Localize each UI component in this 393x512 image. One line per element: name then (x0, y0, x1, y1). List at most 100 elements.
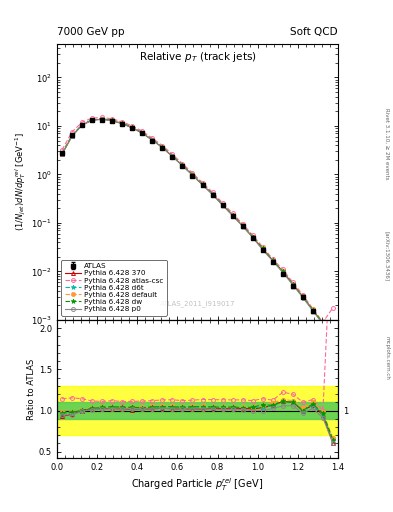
Pythia 6.428 atlas-csc (321, 319, 325, 325)
Pythia 6.428 d6t (160, 144, 165, 150)
Pythia 6.428 d6t (150, 137, 155, 143)
Pythia 6.428 d6t (110, 117, 114, 123)
Pythia 6.428 default (210, 191, 215, 197)
Pythia 6.428 p0 (210, 191, 215, 198)
Pythia 6.428 dw (290, 281, 295, 287)
Text: 7000 GeV pp: 7000 GeV pp (57, 27, 125, 37)
Text: Soft QCD: Soft QCD (290, 27, 338, 37)
Pythia 6.428 p0 (160, 144, 165, 151)
Pythia 6.428 default (130, 124, 135, 131)
Pythia 6.428 370 (210, 191, 215, 197)
Pythia 6.428 default (180, 162, 185, 168)
Line: Pythia 6.428 default: Pythia 6.428 default (60, 117, 335, 346)
Pythia 6.428 d6t (200, 181, 205, 187)
Pythia 6.428 default (120, 120, 125, 126)
Pythia 6.428 dw (140, 130, 145, 136)
Pythia 6.428 default (80, 122, 84, 128)
Y-axis label: Ratio to ATLAS: Ratio to ATLAS (27, 358, 36, 420)
Pythia 6.428 default (110, 117, 114, 123)
Pythia 6.428 atlas-csc (301, 292, 305, 298)
Pythia 6.428 d6t (170, 153, 175, 159)
Pythia 6.428 default (260, 245, 265, 251)
Pythia 6.428 dw (260, 245, 265, 251)
Pythia 6.428 dw (120, 120, 125, 126)
Pythia 6.428 atlas-csc (290, 279, 295, 285)
Pythia 6.428 p0 (331, 343, 335, 349)
Pythia 6.428 dw (220, 202, 225, 208)
Pythia 6.428 dw (301, 294, 305, 300)
Pythia 6.428 370 (160, 144, 165, 151)
Pythia 6.428 dw (200, 181, 205, 187)
Pythia 6.428 p0 (70, 133, 74, 139)
Pythia 6.428 d6t (140, 130, 145, 136)
Pythia 6.428 atlas-csc (190, 170, 195, 176)
Pythia 6.428 d6t (190, 172, 195, 178)
Pythia 6.428 p0 (321, 321, 325, 327)
Pythia 6.428 p0 (260, 247, 265, 253)
Pythia 6.428 dw (110, 117, 114, 123)
Pythia 6.428 p0 (110, 118, 114, 124)
Pythia 6.428 p0 (130, 125, 135, 131)
Pythia 6.428 atlas-csc (80, 119, 84, 125)
Pythia 6.428 370 (60, 151, 64, 157)
Pythia 6.428 370 (301, 294, 305, 300)
Pythia 6.428 d6t (331, 341, 335, 347)
Pythia 6.428 dw (250, 233, 255, 240)
Pythia 6.428 p0 (90, 117, 94, 123)
Pythia 6.428 p0 (60, 151, 64, 157)
Pythia 6.428 dw (180, 162, 185, 168)
Pythia 6.428 default (140, 130, 145, 136)
Pythia 6.428 dw (210, 191, 215, 197)
Pythia 6.428 dw (70, 133, 74, 139)
Pythia 6.428 atlas-csc (100, 114, 105, 120)
Pythia 6.428 370 (110, 118, 114, 124)
Pythia 6.428 d6t (180, 162, 185, 168)
Pythia 6.428 370 (90, 117, 94, 123)
Pythia 6.428 d6t (220, 202, 225, 208)
Pythia 6.428 dw (321, 320, 325, 326)
Pythia 6.428 d6t (90, 117, 94, 123)
Pythia 6.428 p0 (190, 172, 195, 178)
Pythia 6.428 p0 (270, 258, 275, 264)
Pythia 6.428 370 (331, 343, 335, 349)
Pythia 6.428 default (250, 233, 255, 240)
Pythia 6.428 d6t (250, 233, 255, 240)
Pythia 6.428 370 (240, 223, 245, 229)
Pythia 6.428 p0 (140, 130, 145, 136)
Pythia 6.428 d6t (281, 268, 285, 274)
Pythia 6.428 370 (230, 212, 235, 219)
Pythia 6.428 dw (60, 151, 64, 157)
Legend: ATLAS, Pythia 6.428 370, Pythia 6.428 atlas-csc, Pythia 6.428 d6t, Pythia 6.428 : ATLAS, Pythia 6.428 370, Pythia 6.428 at… (61, 260, 167, 316)
Pythia 6.428 atlas-csc (60, 147, 64, 153)
Pythia 6.428 d6t (301, 294, 305, 300)
Pythia 6.428 370 (100, 116, 105, 122)
Text: mcplots.cern.ch: mcplots.cern.ch (385, 336, 389, 380)
Text: Rivet 3.1.10, ≥ 2M events: Rivet 3.1.10, ≥ 2M events (385, 108, 389, 179)
Pythia 6.428 default (310, 306, 315, 312)
Pythia 6.428 p0 (310, 308, 315, 314)
Pythia 6.428 atlas-csc (90, 115, 94, 121)
Pythia 6.428 370 (220, 202, 225, 208)
Pythia 6.428 p0 (120, 120, 125, 126)
Pythia 6.428 default (331, 340, 335, 347)
Pythia 6.428 d6t (270, 257, 275, 263)
Pythia 6.428 p0 (80, 122, 84, 128)
Pythia 6.428 d6t (230, 212, 235, 218)
Pythia 6.428 dw (310, 307, 315, 313)
Pythia 6.428 dw (150, 137, 155, 143)
Pythia 6.428 dw (80, 122, 84, 128)
Pythia 6.428 370 (290, 281, 295, 287)
Pythia 6.428 atlas-csc (331, 305, 335, 311)
Pythia 6.428 atlas-csc (140, 128, 145, 134)
Pythia 6.428 default (281, 268, 285, 274)
Pythia 6.428 d6t (260, 246, 265, 252)
Pythia 6.428 dw (160, 144, 165, 150)
Pythia 6.428 default (70, 132, 74, 138)
Pythia 6.428 default (100, 116, 105, 122)
Pythia 6.428 dw (130, 124, 135, 131)
Pythia 6.428 370 (200, 182, 205, 188)
Pythia 6.428 atlas-csc (160, 142, 165, 148)
Pythia 6.428 370 (140, 130, 145, 136)
Pythia 6.428 370 (281, 268, 285, 274)
Pythia 6.428 370 (180, 163, 185, 169)
